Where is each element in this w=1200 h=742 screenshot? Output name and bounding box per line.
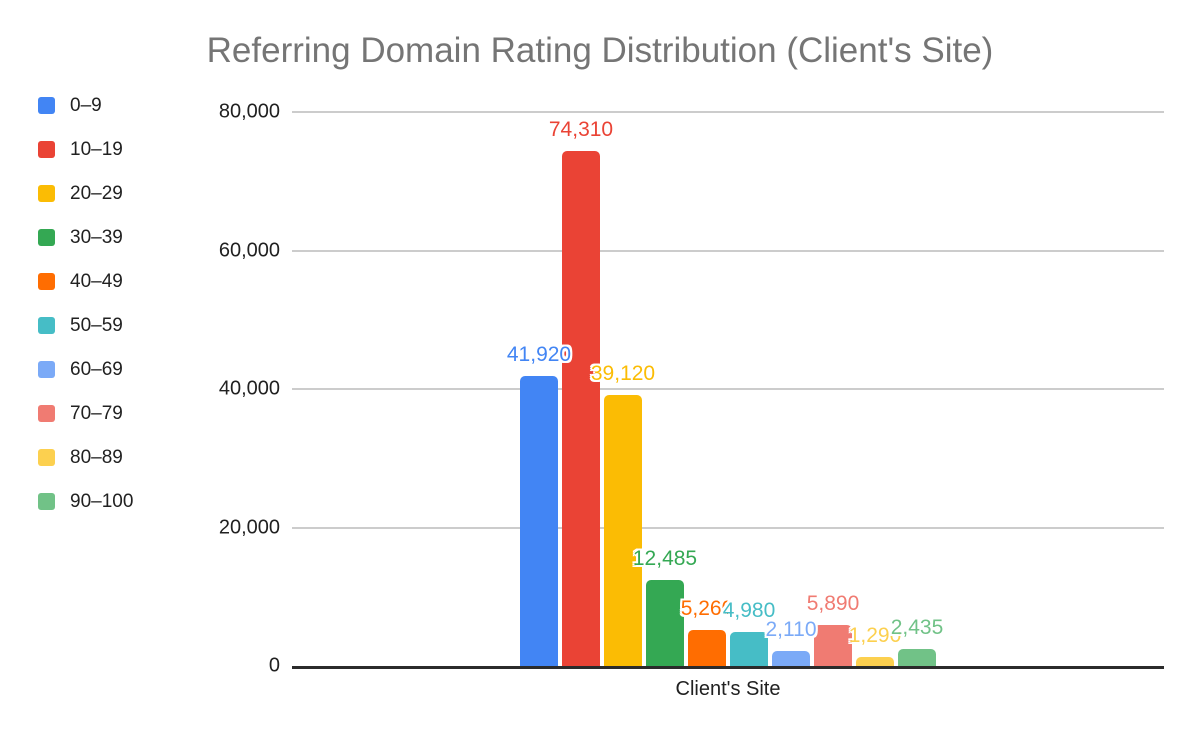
gridlines [292,111,1164,666]
bar-value-labels: 41,920 74,310 39,120 12,485 5,260 4,980 2,110 5… [292,112,1164,666]
plot-area: 41,920 74,310 39,120 12,485 5,260 4,980 2,110 5… [292,111,1164,669]
bar-30-39 [646,579,684,666]
bar-value-label: 12,485 [632,546,698,570]
bar-value-label: 1,290 [848,624,902,648]
legend-item-10-19: 10–19 [38,139,133,160]
bar-value-label: 4,980 [722,598,776,622]
gridline [292,249,1164,252]
legend-swatch-icon [38,273,55,290]
legend-item-80-89: 80–89 [38,447,133,468]
legend-item-60-69: 60–69 [38,359,133,380]
legend-item-40-49: 40–49 [38,271,133,292]
legend-swatch-icon [38,317,55,334]
legend-item-label: 60–69 [70,359,123,380]
gridline [292,388,1164,390]
legend-item-70-79: 70–79 [38,403,133,424]
bar-value-label: 5,260 [680,596,734,620]
legend-item-label: 50–59 [70,315,123,336]
legend-item-label: 70–79 [70,403,123,424]
legend-item-90-100: 90–100 [38,491,134,512]
y-tick-label: 40,000 [218,377,280,400]
gridline [292,526,1164,529]
legend-item-label: 0–9 [70,95,102,116]
bar-70-79 [814,625,852,666]
bar-value-label: 2,110 [765,618,817,642]
bar-50-59 [730,631,768,666]
chart-title: Referring Domain Rating Distribution (Cl… [206,31,994,70]
legend-item-50-59: 50–59 [38,315,133,336]
legend-item-label: 30–39 [70,227,123,248]
gridline [292,111,1164,113]
legend-swatch-icon [38,185,55,202]
bar-80-89 [856,657,894,666]
bar-value-label: 5,890 [806,592,860,616]
bar-20-29 [604,395,642,666]
y-tick-label: 20,000 [218,516,280,538]
bar-value-label: 2,435 [890,616,944,640]
bar-60-69 [772,651,810,666]
bar-value-label: 74,310 [548,118,614,142]
bar-0-9 [520,375,558,666]
legend-swatch-icon [38,493,55,510]
legend-item-label: 40–49 [70,271,123,292]
x-category-label: Client's Site [675,678,781,700]
y-axis-labels: 0 20,000 40,000 60,000 80,000 [0,101,280,677]
legend-item-label: 90–100 [70,491,134,512]
legend-item-20-29: 20–29 [38,183,133,204]
bar-90-100 [898,649,936,666]
legend-swatch-icon [38,449,55,466]
bar-10-19 [562,151,600,666]
legend-item-label: 20–29 [70,183,123,204]
legend-swatch-icon [38,405,55,422]
legend-swatch-icon [38,229,55,246]
legend-item-label: 10–19 [70,139,123,160]
legend-swatch-icon [38,141,55,158]
x-axis-line [292,666,1164,669]
bar-value-label: 39,120 [590,362,656,386]
legend-swatch-icon [38,361,55,378]
y-tick-label: 60,000 [218,239,280,261]
bars-group [292,112,1164,666]
bar-40-49 [688,629,726,666]
legend-item-30-39: 30–39 [38,227,133,248]
legend-item-label: 80–89 [70,447,123,468]
y-tick-label: 80,000 [218,100,280,123]
y-tick-label: 0 [268,654,280,677]
bar-value-label: 41,920 [506,342,572,366]
legend-swatch-icon [38,97,55,114]
legend-item-0-9: 0–9 [38,95,133,116]
chart-legend: 0–9 10–19 20–29 30–39 40–49 50–59 60–69 70–79 80… [38,95,134,537]
